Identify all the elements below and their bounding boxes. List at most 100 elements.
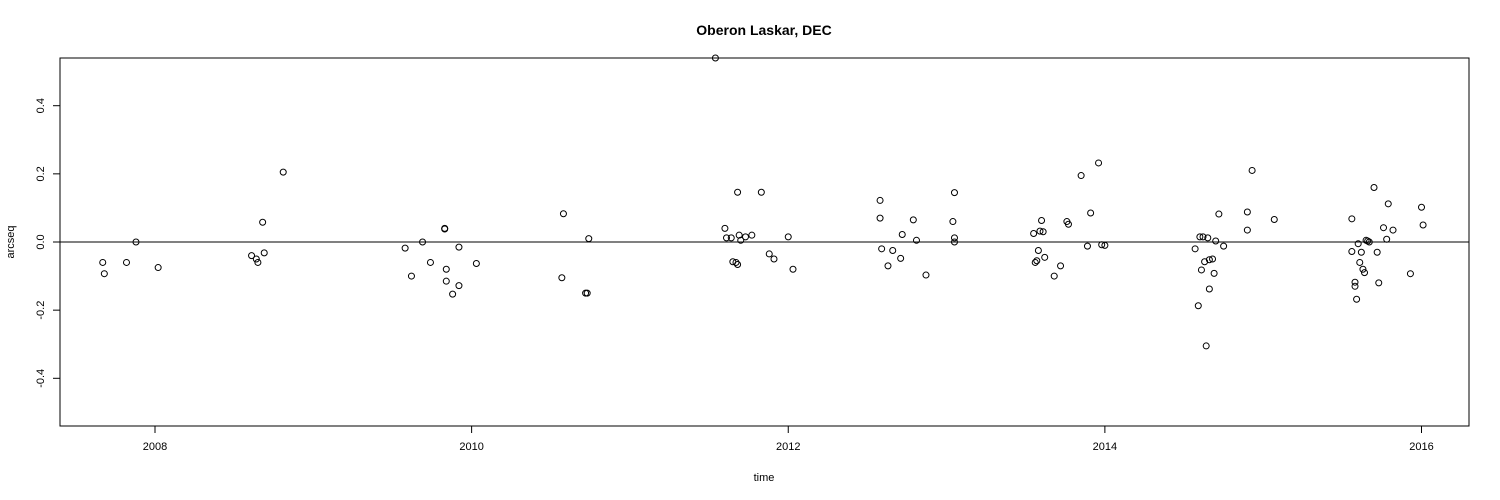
data-point-102: [1356, 258, 1364, 266]
data-point-51: [898, 231, 906, 239]
data-point-59: [1030, 229, 1038, 237]
chart-title: Oberon Laskar, DEC: [696, 22, 831, 38]
data-point-95: [1270, 216, 1278, 224]
data-point-60: [1031, 258, 1039, 266]
data-point-45: [876, 196, 884, 204]
data-point-56: [950, 189, 958, 197]
data-point-40: [757, 188, 765, 196]
data-point-41: [765, 250, 773, 258]
data-point-11: [401, 244, 409, 252]
data-point-23: [558, 274, 566, 282]
data-point-84: [1204, 234, 1212, 242]
data-point-26: [583, 289, 591, 297]
data-point-79: [1196, 233, 1204, 241]
data-point-33: [732, 258, 740, 266]
data-point-104: [1359, 265, 1367, 273]
data-point-46: [876, 214, 884, 222]
data-point-61: [1033, 257, 1041, 265]
data-point-20: [455, 243, 463, 251]
data-point-111: [1375, 279, 1383, 287]
data-point-96: [1348, 215, 1356, 223]
data-point-1: [100, 270, 108, 278]
data-point-10: [279, 168, 287, 176]
data-point-48: [884, 262, 892, 270]
data-point-5: [248, 252, 256, 260]
data-points: [99, 54, 1427, 350]
data-point-113: [1383, 235, 1391, 243]
y-tick-label-3: 0.2: [35, 166, 47, 181]
data-point-76: [1101, 241, 1109, 249]
data-point-19: [449, 290, 457, 298]
data-point-72: [1083, 242, 1091, 250]
data-point-47: [878, 245, 886, 253]
data-point-52: [909, 216, 917, 224]
x-tick-label-2012: 2012: [776, 441, 800, 453]
data-point-87: [1209, 255, 1217, 263]
data-point-31: [727, 234, 735, 242]
data-point-12: [407, 272, 415, 280]
data-point-68: [1057, 262, 1065, 270]
data-point-98: [1351, 278, 1359, 286]
data-point-6: [252, 255, 260, 263]
data-point-0: [99, 258, 107, 266]
data-point-63: [1036, 227, 1044, 235]
data-point-30: [723, 234, 731, 242]
data-point-88: [1210, 269, 1218, 277]
data-point-110: [1373, 248, 1381, 256]
data-point-58: [950, 238, 958, 246]
data-point-64: [1038, 217, 1046, 225]
data-point-93: [1243, 208, 1251, 216]
y-axis: -0.4 -0.2 0.0 0.2 0.4: [35, 98, 60, 388]
data-point-77: [1191, 245, 1199, 253]
data-point-49: [889, 247, 897, 255]
data-point-97: [1348, 248, 1356, 256]
y-tick-label-1: -0.2: [35, 301, 47, 320]
data-point-117: [1418, 203, 1426, 211]
data-point-39: [748, 231, 756, 239]
data-point-38: [742, 233, 750, 241]
data-point-100: [1353, 295, 1361, 303]
y-tick-label-0: -0.4: [35, 369, 47, 388]
data-point-17: [442, 265, 450, 273]
data-point-116: [1406, 270, 1414, 278]
data-point-108: [1365, 238, 1373, 246]
data-point-66: [1041, 253, 1049, 261]
data-point-7: [254, 258, 262, 266]
data-point-83: [1202, 342, 1210, 350]
data-point-75: [1098, 241, 1106, 249]
data-point-21: [455, 282, 463, 290]
data-point-114: [1384, 200, 1392, 208]
data-point-78: [1194, 302, 1202, 310]
data-point-13: [419, 238, 427, 246]
data-point-85: [1205, 285, 1213, 293]
data-point-70: [1064, 220, 1072, 228]
data-point-37: [737, 236, 745, 244]
data-point-53: [912, 236, 920, 244]
y-axis-label: arcseq: [5, 225, 17, 258]
data-point-4: [154, 264, 162, 272]
data-point-62: [1034, 247, 1042, 255]
data-point-94: [1248, 166, 1256, 174]
data-point-73: [1087, 209, 1095, 217]
data-point-118: [1419, 221, 1427, 229]
x-tick-label-2008: 2008: [143, 441, 167, 453]
x-tick-label-2016: 2016: [1409, 441, 1433, 453]
data-point-112: [1380, 224, 1388, 232]
data-point-67: [1050, 272, 1058, 280]
data-point-115: [1389, 226, 1397, 234]
data-point-103: [1357, 248, 1365, 256]
data-point-99: [1351, 282, 1359, 290]
data-point-54: [922, 271, 930, 279]
data-point-24: [559, 210, 567, 218]
y-tick-label-2: 0.0: [35, 234, 47, 249]
data-point-3: [132, 238, 140, 246]
x-axis: 2008 2010 2012 2014 2016: [143, 426, 1434, 453]
data-point-105: [1361, 269, 1369, 277]
data-point-89: [1212, 237, 1220, 245]
x-tick-label-2010: 2010: [459, 441, 483, 453]
data-point-43: [784, 233, 792, 241]
data-point-35: [734, 260, 742, 268]
data-point-8: [259, 218, 267, 226]
data-point-92: [1243, 226, 1251, 234]
